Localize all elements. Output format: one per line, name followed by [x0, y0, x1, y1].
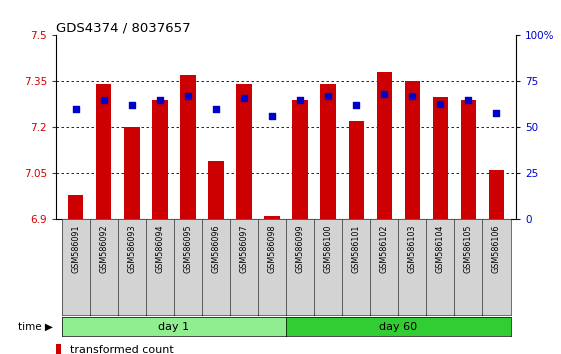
Bar [264, 216, 280, 219]
Text: GSM586094: GSM586094 [155, 224, 164, 273]
Point [464, 97, 473, 103]
Point [352, 103, 361, 108]
Point [324, 93, 333, 99]
Point [296, 97, 305, 103]
Bar [124, 127, 140, 219]
Point [408, 93, 417, 99]
Bar [96, 85, 112, 219]
Text: GSM586098: GSM586098 [268, 224, 277, 273]
Point [380, 91, 389, 97]
Bar [208, 161, 224, 219]
Text: GSM586097: GSM586097 [240, 224, 249, 273]
Text: GSM586103: GSM586103 [408, 224, 417, 273]
Bar [489, 170, 504, 219]
Text: GSM586101: GSM586101 [352, 224, 361, 273]
Point [268, 114, 277, 119]
Text: GDS4374 / 8037657: GDS4374 / 8037657 [56, 21, 191, 34]
Bar [376, 72, 392, 219]
Bar [404, 81, 420, 219]
Text: GSM586099: GSM586099 [296, 224, 305, 273]
Text: day 60: day 60 [379, 321, 417, 332]
Text: GSM586105: GSM586105 [464, 224, 473, 273]
Point [127, 103, 136, 108]
Text: GSM586092: GSM586092 [99, 224, 108, 273]
Text: GSM586096: GSM586096 [211, 224, 220, 273]
Text: GSM586095: GSM586095 [183, 224, 192, 273]
Bar [68, 195, 84, 219]
Bar [152, 100, 168, 219]
Text: GSM586104: GSM586104 [436, 224, 445, 273]
Text: day 1: day 1 [158, 321, 190, 332]
Bar [236, 85, 252, 219]
Point [492, 110, 501, 115]
Point [240, 95, 249, 101]
Bar [461, 100, 476, 219]
Point [155, 97, 164, 103]
Bar [348, 121, 364, 219]
Bar [180, 75, 196, 219]
Point [211, 106, 220, 112]
Point [183, 93, 192, 99]
Text: GSM586091: GSM586091 [71, 224, 80, 273]
Text: GSM586102: GSM586102 [380, 224, 389, 273]
Bar [433, 97, 448, 219]
Text: transformed count: transformed count [70, 346, 173, 354]
Bar [320, 85, 336, 219]
Point [71, 106, 80, 112]
Point [99, 97, 108, 103]
Text: GSM586093: GSM586093 [127, 224, 136, 273]
Bar [292, 100, 308, 219]
Text: time ▶: time ▶ [19, 321, 53, 332]
Bar [56, 344, 61, 354]
Text: GSM586100: GSM586100 [324, 224, 333, 273]
Text: GSM586106: GSM586106 [492, 224, 501, 273]
Point [436, 101, 445, 106]
